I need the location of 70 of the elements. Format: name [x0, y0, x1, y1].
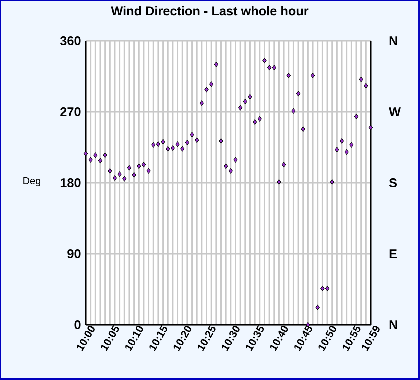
point — [320, 286, 325, 292]
point — [132, 172, 136, 178]
point — [137, 164, 142, 170]
point — [152, 142, 156, 148]
text: W — [389, 108, 401, 116]
point — [94, 152, 98, 158]
point — [228, 168, 233, 174]
point — [166, 146, 170, 152]
point — [292, 108, 296, 114]
point — [262, 58, 267, 64]
point — [301, 126, 306, 132]
point — [170, 146, 176, 151]
point — [142, 162, 146, 168]
y-tick-label: 90 — [68, 250, 81, 258]
point — [146, 168, 151, 174]
point — [344, 150, 349, 155]
y-tick-label: 270 — [60, 108, 81, 116]
point — [103, 152, 108, 158]
point — [252, 120, 258, 125]
point — [248, 94, 252, 100]
point — [272, 65, 276, 70]
point — [176, 142, 180, 148]
point — [195, 138, 200, 144]
chart-title: Wind Direction - Last whole hour — [111, 6, 309, 16]
point — [310, 73, 316, 78]
point — [180, 146, 185, 152]
point — [219, 138, 224, 144]
point — [368, 125, 374, 130]
point — [88, 157, 93, 163]
y-tick-label: 180 — [60, 178, 81, 188]
point — [340, 138, 344, 144]
point — [296, 91, 301, 97]
point — [84, 151, 88, 156]
point — [238, 105, 243, 111]
point — [350, 142, 354, 148]
point — [286, 73, 291, 78]
point — [200, 100, 204, 106]
point — [364, 83, 368, 89]
point — [316, 304, 320, 310]
point — [118, 172, 122, 177]
point — [330, 180, 334, 185]
point — [122, 176, 127, 182]
text: E — [390, 250, 398, 258]
point — [277, 180, 282, 185]
y-tick-label: 360 — [60, 36, 81, 46]
point — [359, 76, 364, 82]
point — [258, 116, 262, 122]
point — [98, 158, 103, 164]
point — [156, 142, 161, 148]
point — [282, 162, 286, 168]
point — [335, 147, 340, 153]
point — [185, 140, 190, 146]
point — [325, 286, 330, 292]
text: S — [389, 178, 398, 188]
point — [161, 139, 166, 145]
text: N — [390, 320, 398, 330]
point — [112, 176, 118, 181]
point — [108, 168, 112, 174]
point — [234, 157, 238, 163]
point — [224, 164, 228, 170]
point — [243, 99, 248, 104]
point — [210, 82, 214, 88]
text: N — [390, 36, 398, 46]
point — [190, 132, 194, 138]
point — [354, 114, 359, 120]
point — [127, 165, 132, 171]
point — [214, 62, 218, 68]
point — [267, 65, 272, 70]
point — [204, 87, 209, 93]
y-axis-title: Deg — [24, 178, 41, 186]
